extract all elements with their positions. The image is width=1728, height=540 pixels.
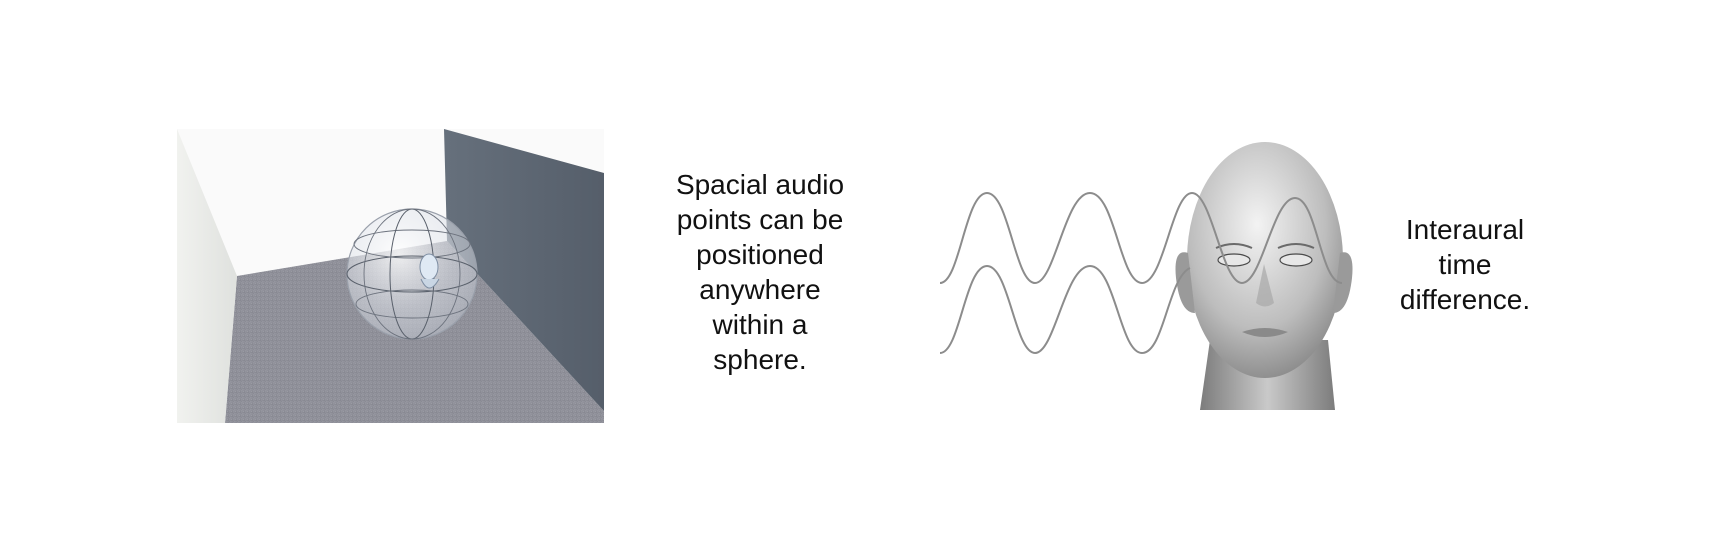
right-caption-line: time	[1438, 249, 1492, 280]
left-caption-line: anywhere	[699, 274, 821, 305]
left-caption-line: positioned	[696, 239, 824, 270]
left-caption-line: Spacial audio	[675, 169, 845, 200]
left-caption: Spacial audio points can be positioned a…	[640, 167, 880, 377]
left-caption-line: points can be	[676, 204, 844, 235]
right-caption-line: Interaural	[1405, 214, 1525, 245]
room-render	[177, 129, 604, 423]
head-wave-illustration	[930, 128, 1370, 418]
head-icon	[1175, 142, 1353, 410]
head-render	[939, 142, 1353, 410]
sphere-icon	[346, 208, 478, 340]
left-caption-line: sphere.	[713, 344, 807, 375]
room-sphere-illustration	[177, 129, 604, 423]
right-caption: Interaural time difference.	[1370, 212, 1560, 317]
right-caption-line: difference.	[1399, 284, 1531, 315]
sound-wave-icon	[939, 191, 1343, 355]
left-caption-line: within a	[712, 309, 808, 340]
